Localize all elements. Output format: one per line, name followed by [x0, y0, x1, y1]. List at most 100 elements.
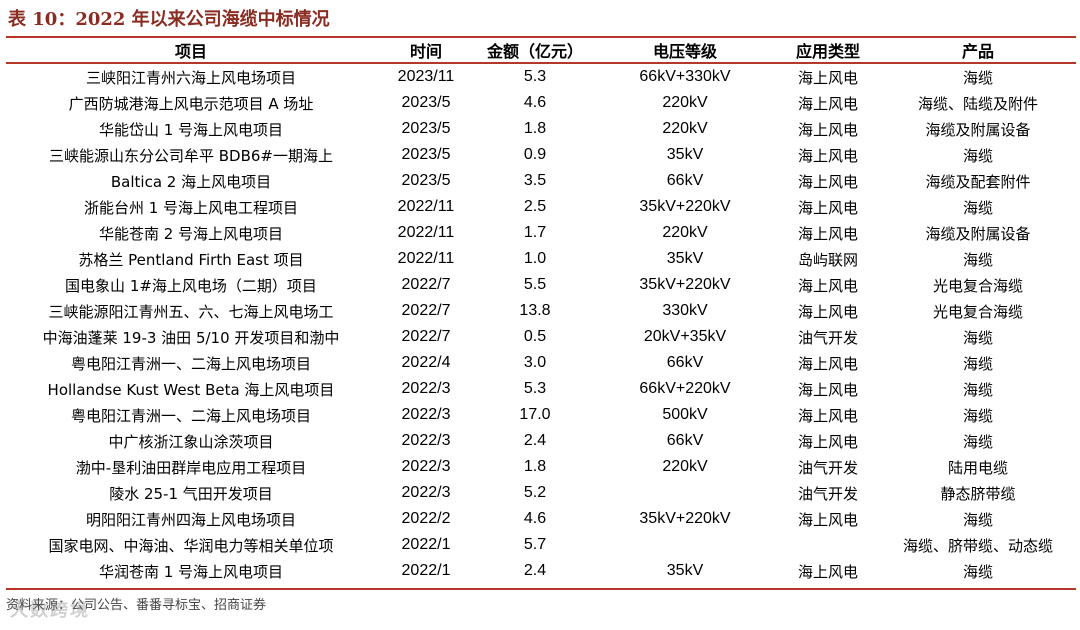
- cell-application: 岛屿联网: [797, 250, 858, 269]
- cell-amount: 5.3: [523, 68, 547, 85]
- cell-application: 海上风电: [797, 510, 858, 529]
- cell-time: 2022/3: [401, 380, 451, 397]
- cell-project: 广西防城港海上风电示范项目 A 场址: [68, 94, 314, 113]
- cell-amount: 3.5: [523, 172, 547, 189]
- cell-time: 2022/3: [401, 406, 451, 423]
- cell-voltage: 35kV+220kV: [639, 276, 731, 293]
- cell-application: 油气开发: [797, 328, 858, 347]
- source-note: 资料来源：公司公告、番番寻标宝、招商证券: [6, 598, 267, 613]
- table-row: 三峡能源山东分公司牟平 BDB6#一期海上 2023/5 0.9 35kV 海上风电 海缆: [6, 142, 1076, 168]
- cell-amount: 3.0: [523, 354, 547, 371]
- cell-application: 海上风电: [797, 562, 858, 581]
- cell-amount: 5.3: [523, 380, 547, 397]
- table-row: 广西防城港海上风电示范项目 A 场址 2023/5 4.6 220kV 海上风电 海缆、陆…: [6, 90, 1076, 116]
- cell-product: 海缆及附属设备: [925, 120, 1031, 139]
- cell-application: 海上风电: [797, 120, 858, 139]
- table-title: 表 10：2022 年以来公司海缆中标情况: [8, 9, 330, 30]
- cell-product: 光电复合海缆: [932, 276, 1023, 295]
- cell-amount: 2.4: [523, 562, 547, 579]
- cell-application: 海上风电: [797, 380, 858, 399]
- cell-amount: 5.7: [523, 536, 547, 553]
- table-row: Baltica 2 海上风电项目 2023/5 3.5 66kV 海上风电 海缆及配套附件: [6, 168, 1076, 194]
- top-rule: [6, 36, 1076, 38]
- cell-application: 油气开发: [797, 484, 858, 503]
- cell-time: 2022/7: [401, 328, 451, 345]
- cell-amount: 0.9: [523, 146, 547, 163]
- cell-project: 渤中-垦利油田群岸电应用工程项目: [75, 458, 307, 477]
- cell-voltage: 220kV: [662, 94, 708, 111]
- cell-voltage: 66kV: [666, 172, 704, 189]
- cell-time: 2023/5: [401, 146, 451, 163]
- cell-product: 海缆、脐带缆、动态缆: [902, 536, 1053, 555]
- cell-amount: 1.8: [523, 458, 547, 475]
- cell-application: 油气开发: [797, 458, 858, 477]
- cell-time: 2022/11: [397, 250, 455, 267]
- cell-application: 海上风电: [797, 172, 858, 191]
- cell-project: 国电象山 1#海上风电场（二期）项目: [65, 276, 317, 295]
- table-row: 国电象山 1#海上风电场（二期）项目 2022/7 5.5 35kV+220kV 海上风…: [6, 272, 1076, 298]
- cell-voltage: 20kV+35kV: [643, 328, 727, 345]
- cell-project: 苏格兰 Pentland Firth East 项目: [78, 250, 304, 269]
- cell-product: 海缆: [962, 406, 993, 425]
- cell-project: 粤电阳江青洲一、二海上风电场项目: [70, 354, 311, 373]
- cell-voltage: 35kV: [666, 250, 704, 267]
- cell-amount: 1.7: [523, 224, 547, 241]
- table-row: 中海油蓬莱 19-3 油田 5/10 开发项目和渤中 2022/7 0.5 20kV+…: [6, 324, 1076, 350]
- cell-application: 海上风电: [797, 276, 858, 295]
- cell-project: 中广核浙江象山涂茨项目: [108, 432, 274, 451]
- cell-voltage: 220kV: [662, 224, 708, 241]
- cell-time: 2022/3: [401, 432, 451, 449]
- cell-amount: 4.6: [523, 94, 547, 111]
- table-row: 浙能台州 1 号海上风电工程项目 2022/11 2.5 35kV+220kV 海上风电…: [6, 194, 1076, 220]
- table-row: 三峡阳江青州六海上风电场项目 2023/11 5.3 66kV+330kV 海上风电 海缆: [6, 63, 1076, 90]
- header-application: 应用类型: [776, 38, 880, 64]
- cell-application: 海上风电: [797, 68, 858, 87]
- cell-amount: 0.5: [523, 328, 547, 345]
- table-row: 华能岱山 1 号海上风电项目 2023/5 1.8 220kV 海上风电 海缆及附属设备: [6, 116, 1076, 142]
- cell-voltage: 66kV: [666, 432, 704, 449]
- cell-project: 三峡能源阳江青州五、六、七海上风电场工: [48, 302, 334, 321]
- cell-voltage: 35kV+220kV: [639, 198, 731, 215]
- cell-time: 2022/1: [401, 562, 451, 579]
- cell-amount: 1.8: [523, 120, 547, 137]
- cell-amount: 1.0: [523, 250, 547, 267]
- table-row: 粤电阳江青洲一、二海上风电场项目 2022/3 17.0 500kV 海上风电 海缆: [6, 402, 1076, 428]
- cell-voltage: 220kV: [662, 120, 708, 137]
- cell-voltage: 500kV: [662, 406, 708, 423]
- cell-voltage: 66kV: [666, 354, 704, 371]
- cell-time: 2022/1: [401, 536, 451, 553]
- cell-product: 海缆及附属设备: [925, 224, 1031, 243]
- cell-application: [776, 532, 880, 558]
- table-row: 陵水 25-1 气田开发项目 2022/3 5.2 油气开发 静态脐带缆: [6, 480, 1076, 506]
- header-project: 项目: [6, 38, 376, 64]
- table-row: 中广核浙江象山涂茨项目 2022/3 2.4 66kV 海上风电 海缆: [6, 428, 1076, 454]
- table-row: 明阳阳江青州四海上风电场项目 2022/2 4.6 35kV+220kV 海上风电 海缆: [6, 506, 1076, 532]
- cell-application: 海上风电: [797, 432, 858, 451]
- cell-amount: 5.5: [523, 276, 547, 293]
- cell-project: 明阳阳江青州四海上风电场项目: [85, 510, 296, 529]
- cell-application: 海上风电: [797, 302, 858, 321]
- cell-product: 海缆: [962, 432, 993, 451]
- cell-voltage: 66kV+330kV: [639, 68, 731, 85]
- table-body: 三峡阳江青州六海上风电场项目 2023/11 5.3 66kV+330kV 海上风电 海缆…: [6, 63, 1076, 584]
- table-row: 粤电阳江青洲一、二海上风电场项目 2022/4 3.0 66kV 海上风电 海缆: [6, 350, 1076, 376]
- bid-table: 项目 时间 金额（亿元） 电压等级 应用类型 产品 三峡阳江青州六海上风电场项目…: [6, 38, 1076, 584]
- cell-amount: 2.4: [523, 432, 547, 449]
- cell-project: 浙能台州 1 号海上风电工程项目: [83, 198, 299, 217]
- cell-project: 华能苍南 2 号海上风电项目: [98, 224, 284, 243]
- header-row: 项目 时间 金额（亿元） 电压等级 应用类型 产品: [6, 38, 1076, 64]
- cell-time: 2022/2: [401, 510, 451, 527]
- cell-product: 海缆: [962, 250, 993, 269]
- table-row: 渤中-垦利油田群岸电应用工程项目 2022/3 1.8 220kV 油气开发 陆用电缆: [6, 454, 1076, 480]
- table-row: 苏格兰 Pentland Firth East 项目 2022/11 1.0 35kV…: [6, 246, 1076, 272]
- cell-product: 海缆: [962, 354, 993, 373]
- cell-voltage: 330kV: [662, 302, 708, 319]
- cell-project: Hollandse Kust West Beta 海上风电项目: [47, 380, 335, 399]
- cell-application: 海上风电: [797, 354, 858, 373]
- header-voltage: 电压等级: [594, 38, 776, 64]
- cell-project: 三峡阳江青州六海上风电场项目: [85, 68, 296, 87]
- header-time: 时间: [376, 38, 476, 64]
- cell-application: 海上风电: [797, 224, 858, 243]
- cell-voltage: [594, 480, 776, 506]
- table-row: 华润苍南 1 号海上风电项目 2022/1 2.4 35kV 海上风电 海缆: [6, 558, 1076, 584]
